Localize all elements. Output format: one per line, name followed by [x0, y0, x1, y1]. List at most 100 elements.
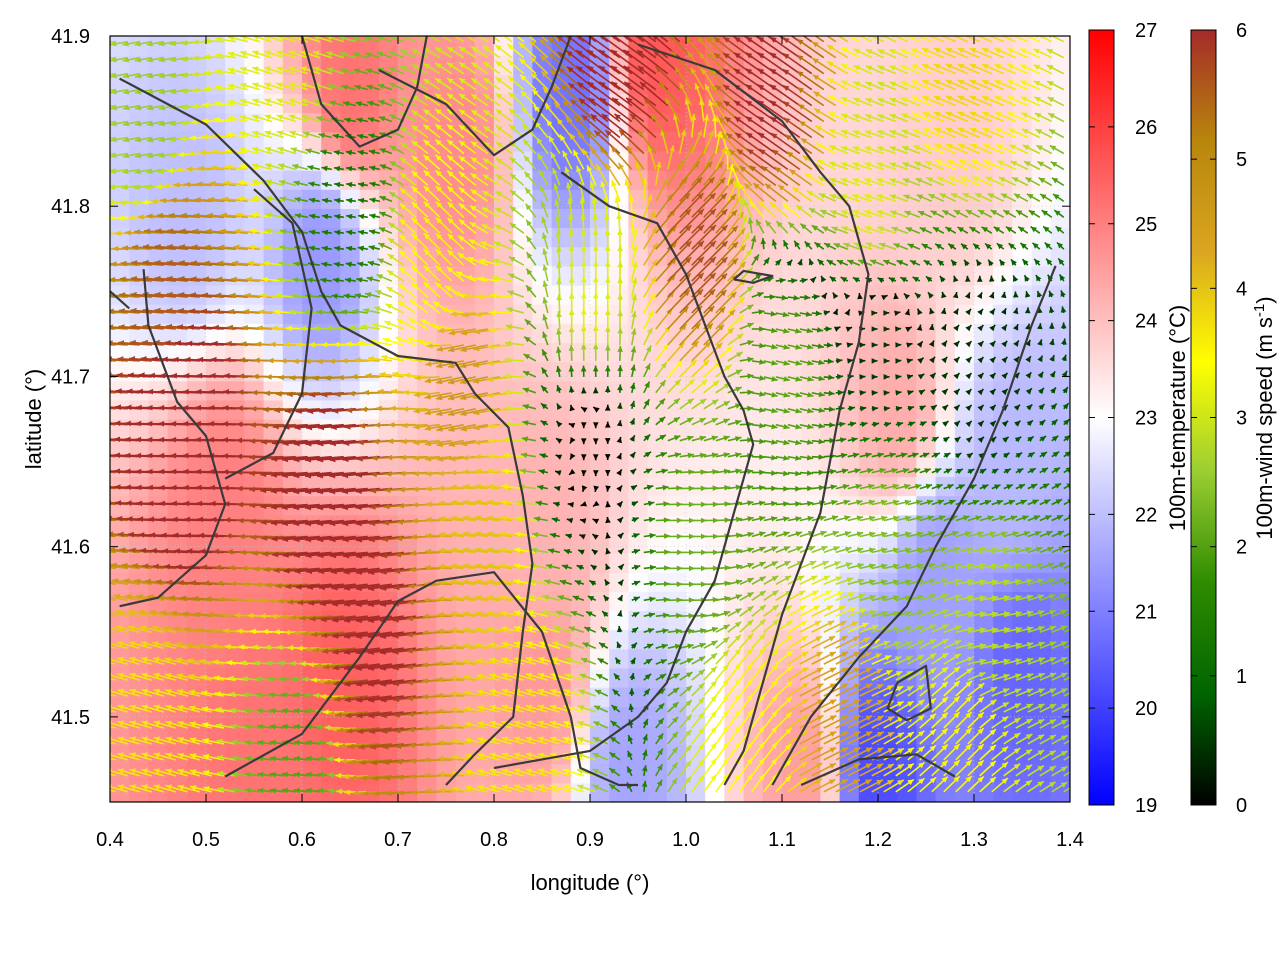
temperature-cell	[474, 419, 495, 439]
temperature-cell	[359, 150, 380, 171]
temperature-cell	[993, 495, 1013, 516]
temperature-cell	[762, 744, 783, 765]
temperature-cell	[686, 572, 706, 592]
temperature-cell	[762, 763, 783, 784]
temperature-cell	[494, 553, 514, 573]
wind-vector-head	[110, 484, 111, 488]
wind-vector-head	[83, 404, 89, 410]
temperature-cell	[282, 648, 303, 669]
temperature-cell	[186, 399, 207, 420]
temperature-cell	[801, 342, 821, 363]
temperature-cell	[186, 763, 207, 784]
temperature-cell	[398, 610, 418, 631]
temperature-cell	[666, 572, 687, 592]
temperature-cell	[513, 150, 533, 171]
temperature-cell	[321, 246, 341, 267]
temperature-cell	[206, 150, 226, 171]
wind-vector-head	[100, 262, 106, 268]
temperature-cell	[455, 227, 476, 248]
temperature-cell	[858, 782, 879, 802]
temperature-cell	[782, 55, 802, 75]
temperature-cell	[916, 323, 937, 343]
temperature-cell	[570, 284, 591, 305]
temperature-cell	[628, 476, 649, 497]
temperature-cell	[321, 476, 341, 497]
temperature-cell	[762, 419, 783, 439]
temperature-cell	[263, 265, 284, 286]
temperature-cell	[782, 208, 802, 229]
temperature-cell	[1031, 361, 1052, 382]
temperature-cell	[762, 361, 783, 382]
temperature-cell	[590, 284, 610, 305]
temperature-cell	[532, 284, 553, 305]
temperature-cell	[801, 610, 821, 631]
temperature-cell	[878, 399, 898, 420]
temperature-cell	[206, 782, 226, 802]
temperature-cell	[820, 323, 841, 343]
temperature-cell	[129, 361, 149, 382]
temperature-cell	[110, 304, 130, 324]
temperature-cell	[897, 361, 917, 382]
temperature-cell	[590, 361, 610, 382]
temperature-cell	[167, 304, 188, 324]
temperature-cell	[436, 150, 457, 171]
temperature-cell	[244, 610, 265, 631]
temperature-cell	[494, 533, 514, 554]
temperature-cell	[206, 419, 226, 439]
temperature-cell	[244, 687, 265, 707]
temperature-cell	[782, 419, 802, 439]
temperature-cell	[282, 131, 303, 152]
temperature-cell	[782, 706, 802, 726]
wind-vector-head	[85, 325, 91, 331]
temperature-cell	[359, 208, 380, 229]
temperature-cell	[225, 514, 245, 535]
wind-vector-head	[94, 215, 100, 221]
temperature-cell	[628, 342, 649, 363]
temperature-cell	[148, 399, 169, 420]
temperature-cell	[897, 591, 917, 612]
wind-vector-head	[104, 436, 110, 442]
temperature-cell	[590, 533, 610, 554]
temperature-cell	[532, 304, 553, 324]
temperature-cell	[820, 246, 841, 267]
temperature-cell	[820, 591, 841, 612]
temperature-cell	[263, 304, 284, 324]
temperature-cell	[110, 93, 130, 114]
temperature-cell	[244, 763, 265, 784]
temperature-cell	[551, 361, 572, 382]
temperature-cell	[974, 667, 994, 688]
temperature-cell	[455, 553, 476, 573]
temperature-cell	[666, 265, 687, 286]
temperature-cell	[551, 380, 572, 401]
temperature-cell	[244, 591, 265, 612]
temperature-cell	[225, 380, 245, 401]
temperature-cell	[820, 265, 841, 286]
temperature-cell	[762, 227, 783, 248]
wind-vector-head	[83, 389, 89, 395]
wind-vector-head	[85, 341, 91, 347]
temperature-cell	[302, 208, 322, 229]
temperature-cell	[455, 93, 476, 114]
temperature-cell	[244, 667, 265, 688]
temperature-cell	[839, 495, 860, 516]
temperature-cell	[935, 265, 956, 286]
temperature-cell	[993, 361, 1013, 382]
temperature-cell	[743, 323, 764, 343]
temperature-cell	[974, 380, 994, 401]
temperature-cell	[436, 744, 457, 765]
temperature-cell	[225, 725, 245, 746]
temperature-cell	[551, 591, 572, 612]
wind-vector-head	[93, 420, 99, 426]
temperature-cell	[609, 457, 629, 478]
temperature-cell	[263, 380, 284, 401]
temperature-cell	[705, 725, 725, 746]
temperature-cell	[110, 457, 130, 478]
temperature-cell	[609, 150, 629, 171]
temperature-cell	[570, 457, 591, 478]
temperature-cell	[321, 782, 341, 802]
wind-vector-head	[110, 215, 112, 221]
temperature-cell	[782, 629, 802, 650]
temperature-cell	[762, 342, 783, 363]
temperature-cell	[494, 342, 514, 363]
